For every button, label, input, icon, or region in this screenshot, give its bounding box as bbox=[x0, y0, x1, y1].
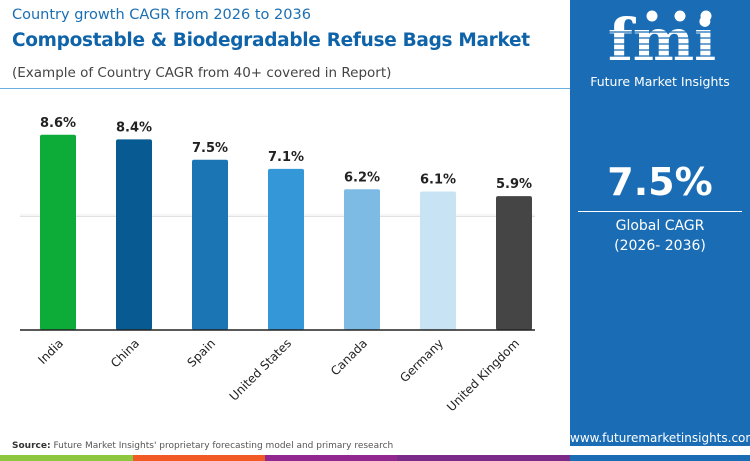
chart-title: Compostable & Biodegradable Refuse Bags … bbox=[12, 30, 530, 51]
data-label: 7.1% bbox=[268, 150, 304, 165]
x-tick-label: China bbox=[108, 336, 142, 370]
website-link[interactable]: www.futuremarketinsights.com bbox=[570, 431, 750, 445]
strip-blue bbox=[570, 455, 750, 461]
bar-united-states bbox=[268, 168, 304, 330]
source-text: Future Market Insights' proprietary fore… bbox=[53, 441, 394, 451]
x-tick-label: India bbox=[35, 336, 66, 367]
chart-note: (Example of Country CAGR from 40+ covere… bbox=[12, 65, 392, 81]
strip-purple-2 bbox=[397, 455, 570, 461]
bar-china bbox=[116, 139, 152, 330]
global-cagr-period: (2026- 2036) bbox=[614, 238, 706, 254]
data-label: 8.4% bbox=[116, 120, 152, 135]
logo-text: Future Market Insights bbox=[590, 74, 730, 89]
fmi-logo-icon: fmi bbox=[600, 10, 725, 65]
bar-germany bbox=[420, 191, 456, 330]
chart-subtitle: Country growth CAGR from 2026 to 2036 bbox=[12, 7, 311, 23]
x-tick-label: United States bbox=[227, 336, 294, 403]
data-label: 8.6% bbox=[40, 116, 76, 131]
data-label: 6.1% bbox=[420, 173, 456, 188]
x-tick-label: Canada bbox=[328, 336, 370, 378]
global-cagr-value: 7.5% bbox=[607, 160, 713, 204]
source-label: Source: bbox=[12, 441, 51, 451]
bar-spain bbox=[192, 159, 228, 330]
summary-panel: fmi Future Market Insights 7.5% Global C… bbox=[570, 0, 750, 446]
bar-canada bbox=[344, 189, 380, 330]
x-tick-label: Germany bbox=[397, 336, 446, 385]
x-tick-label: United Kingdom bbox=[444, 336, 522, 414]
strip-orange bbox=[133, 455, 265, 461]
bar-india bbox=[40, 134, 76, 330]
source-note: Source: Future Market Insights' propriet… bbox=[12, 441, 393, 451]
bar-united-kingdom bbox=[496, 196, 532, 330]
bar-chart: 8.6% India 8.4% China 7.5% Spain 7.1% United St… bbox=[20, 116, 535, 414]
data-label: 7.5% bbox=[192, 141, 228, 156]
global-cagr-label: Global CAGR bbox=[615, 218, 705, 234]
strip-green bbox=[0, 455, 133, 461]
data-label: 6.2% bbox=[344, 170, 380, 185]
panel-divider bbox=[578, 211, 742, 212]
x-tick-label: Spain bbox=[185, 336, 219, 370]
header-divider bbox=[0, 88, 570, 89]
data-label: 5.9% bbox=[496, 177, 532, 192]
strip-purple bbox=[265, 455, 397, 461]
